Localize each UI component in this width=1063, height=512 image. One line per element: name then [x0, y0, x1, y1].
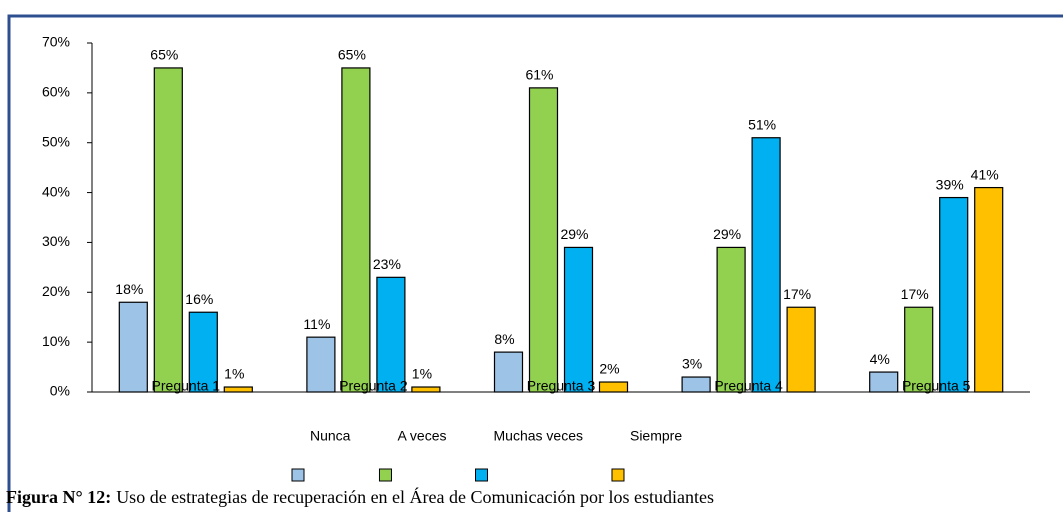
bar — [493, 351, 524, 393]
bar — [869, 371, 899, 393]
x-tick-label: Pregunta 2 — [339, 378, 408, 394]
legend-swatch — [378, 468, 392, 482]
x-tick-label: Pregunta 5 — [902, 378, 971, 394]
data-label: 11% — [303, 316, 330, 332]
data-label: 4% — [870, 351, 890, 367]
data-label: 23% — [373, 256, 401, 272]
data-label: 1% — [224, 366, 244, 382]
data-label: 8% — [494, 331, 514, 347]
frame — [7, 14, 1063, 512]
legend-swatch — [475, 468, 488, 482]
data-label: 16% — [185, 291, 213, 307]
legend-label: A veces — [397, 428, 446, 444]
bar — [306, 336, 336, 393]
data-label: 1% — [412, 366, 432, 382]
bar — [974, 186, 1004, 393]
bar — [786, 306, 816, 393]
bar — [598, 381, 629, 393]
caption: Figura N° 12: Uso de estrategias de recup… — [6, 486, 714, 507]
caption-text: Uso de estrategias de recuperación en el… — [116, 486, 714, 507]
bar — [188, 311, 218, 393]
bar — [528, 87, 559, 393]
bar — [411, 386, 441, 393]
data-label: 61% — [525, 67, 553, 83]
y-tick-label: 50% — [42, 133, 70, 149]
data-label: 29% — [713, 226, 741, 242]
data-label: 17% — [901, 286, 929, 302]
data-label: 65% — [338, 47, 366, 63]
bar — [716, 246, 746, 393]
bar — [341, 67, 371, 393]
data-label: 39% — [936, 176, 964, 192]
data-label: 41% — [971, 166, 999, 182]
bar — [376, 276, 406, 393]
legend-swatch — [291, 468, 305, 482]
legend-swatch — [611, 468, 625, 482]
bar — [118, 301, 148, 393]
y-tick-label: 10% — [42, 333, 70, 349]
bar — [751, 137, 781, 393]
legend-label: Muchas veces — [494, 428, 583, 444]
legend-label: Nunca — [310, 428, 351, 444]
data-label: 65% — [150, 47, 178, 63]
data-label: 2% — [599, 361, 619, 377]
data-label: 18% — [115, 281, 143, 297]
bar — [904, 306, 934, 393]
y-tick-label: 20% — [42, 283, 70, 299]
bar — [563, 246, 594, 393]
y-tick-label: 70% — [42, 34, 70, 50]
bar — [681, 376, 711, 393]
x-tick-label: Pregunta 1 — [152, 378, 221, 394]
y-tick-label: 60% — [42, 84, 70, 100]
bar — [223, 386, 253, 393]
data-label: 51% — [748, 116, 776, 132]
data-label: 29% — [560, 226, 588, 242]
bar — [153, 67, 183, 393]
y-tick-label: 40% — [42, 183, 70, 199]
x-tick-label: Pregunta 4 — [714, 378, 783, 394]
caption-label: Figura N° 12: — [6, 487, 111, 507]
bar — [939, 196, 969, 393]
y-tick-label: 30% — [42, 233, 70, 249]
legend-label: Siempre — [630, 428, 682, 444]
x-tick-label: Pregunta 3 — [527, 378, 596, 394]
data-label: 3% — [682, 356, 702, 372]
data-label: 17% — [783, 286, 811, 302]
y-tick-label: 0% — [50, 383, 70, 399]
